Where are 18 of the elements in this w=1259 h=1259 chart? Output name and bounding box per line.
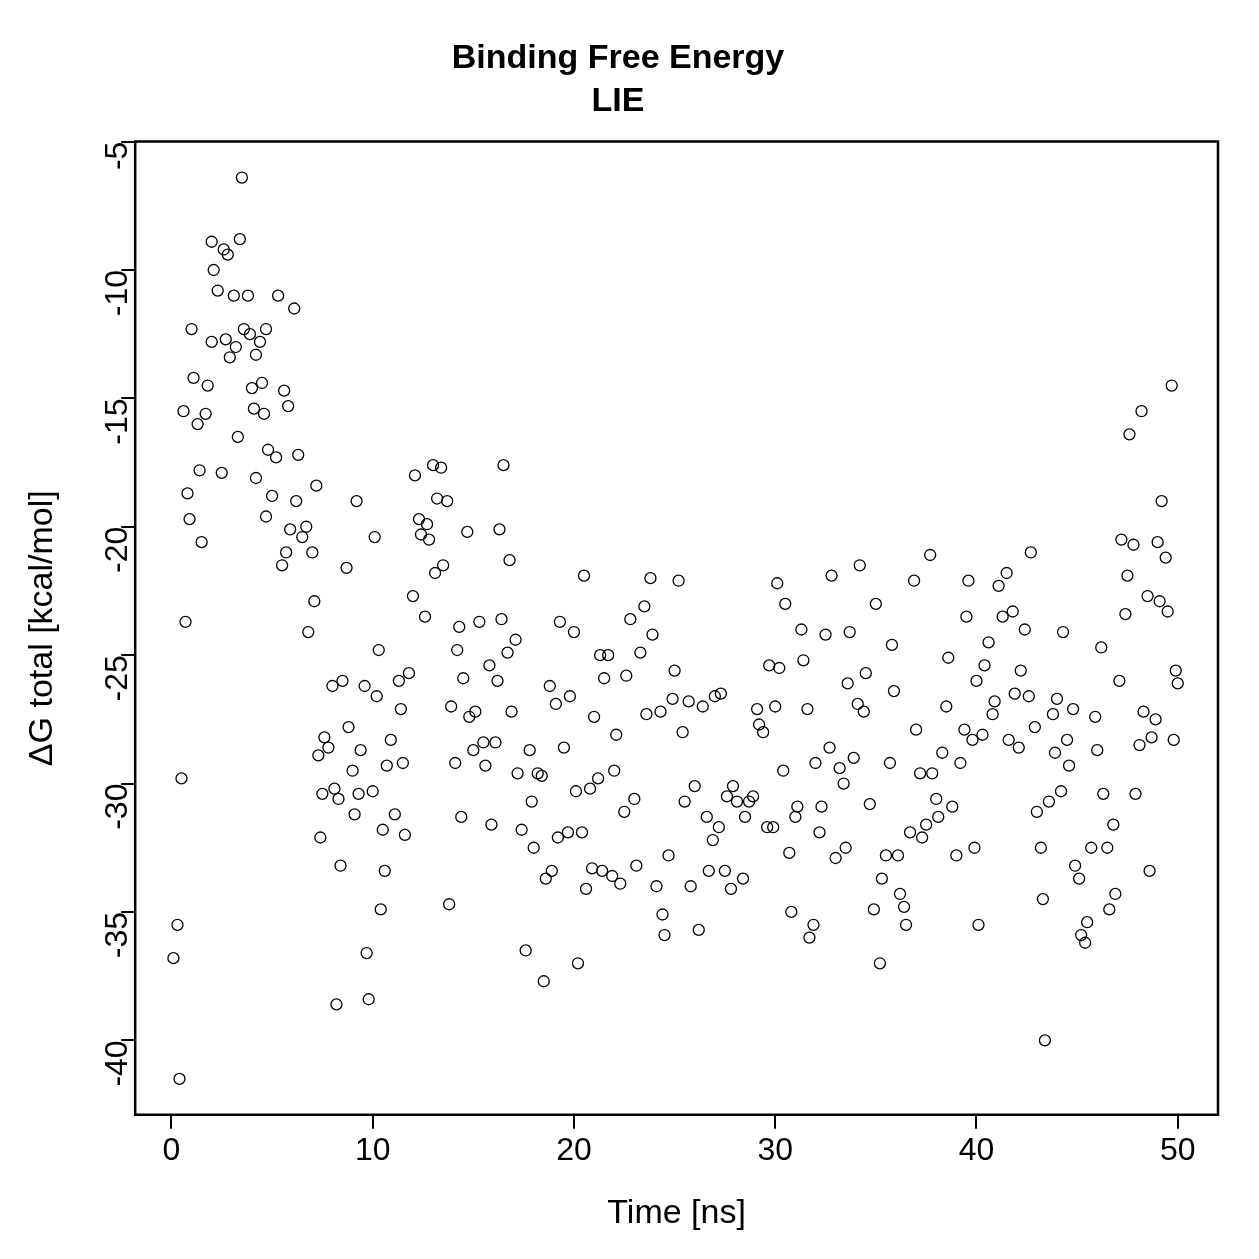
x-tick-label: 10: [354, 1130, 391, 1167]
y-tick-label: -25: [98, 655, 135, 702]
y-tick-label: -20: [98, 526, 135, 574]
y-tick-label: -30: [98, 783, 135, 830]
y-tick-label: -5: [98, 141, 135, 171]
y-tick-label: -10: [98, 269, 135, 317]
x-tick-label: 30: [757, 1130, 794, 1167]
x-tick-label: 20: [556, 1130, 592, 1167]
x-axis-title: Time [ns]: [607, 1191, 746, 1230]
x-tick-label: 0: [162, 1130, 181, 1167]
chart-subtitle: LIE: [591, 79, 645, 118]
y-tick-label: -15: [98, 398, 135, 445]
x-tick-label: 40: [958, 1130, 995, 1167]
y-axis-title: ΔG total [kcal/mol]: [20, 490, 59, 767]
y-tick-label: -35: [98, 911, 135, 959]
y-tick-label: -40: [98, 1040, 135, 1087]
chart-title: Binding Free Energy: [451, 36, 785, 75]
x-tick-label: 50: [1159, 1130, 1196, 1167]
